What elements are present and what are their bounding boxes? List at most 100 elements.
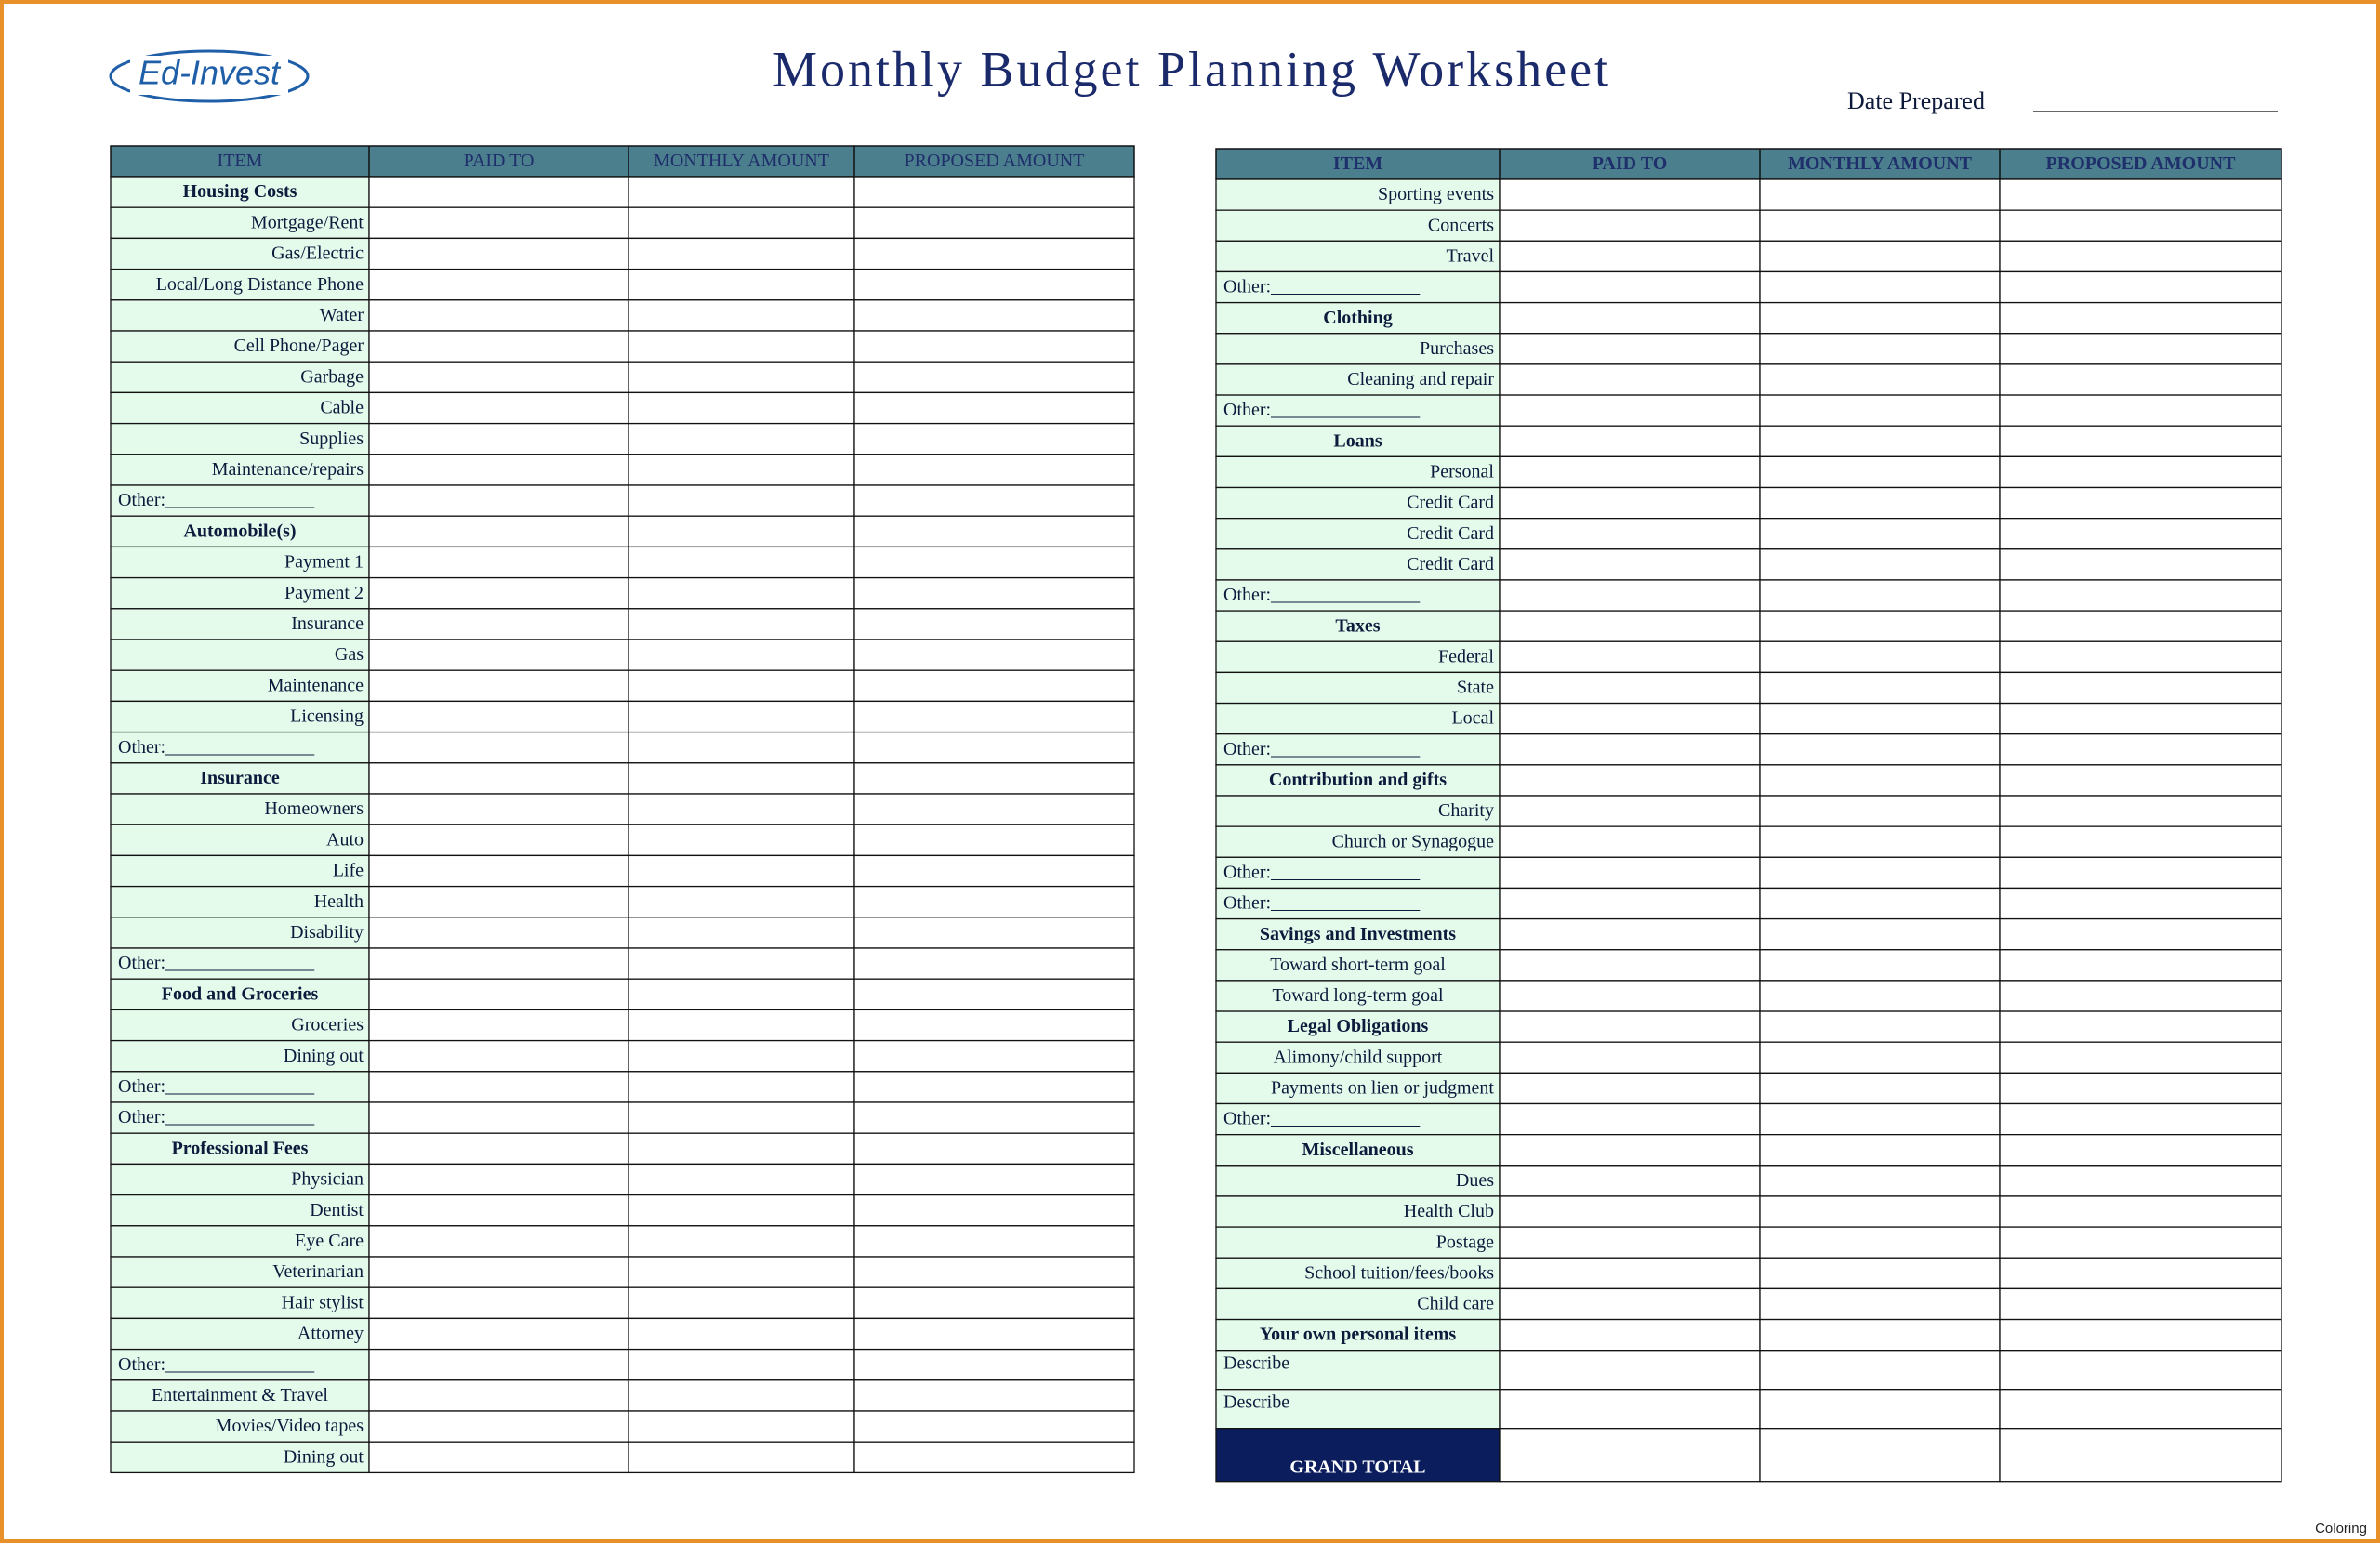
entry-cell xyxy=(1499,1226,1761,1259)
entry-cell xyxy=(628,978,855,1011)
entry-cell xyxy=(1759,1010,2001,1043)
entry-cell xyxy=(1759,825,2001,858)
row-label: GRAND TOTAL xyxy=(1289,1457,1425,1477)
entry-cell xyxy=(1999,1165,2282,1197)
row-label: Travel xyxy=(1447,245,1495,266)
column-header: MONTHLY AMOUNT xyxy=(1788,153,1973,174)
entry-cell xyxy=(628,608,855,640)
item-cell xyxy=(1215,1428,1501,1483)
item-cell xyxy=(1215,856,1501,890)
row-label: Other:________________ xyxy=(1223,1109,1421,1129)
row-label: Other:________________ xyxy=(118,737,315,758)
entry-cell xyxy=(1499,825,1761,858)
entry-cell xyxy=(1499,518,1761,550)
item-cell xyxy=(1215,1195,1501,1228)
entry-cell xyxy=(1759,1102,2001,1136)
entry-cell xyxy=(628,1379,855,1412)
row-label: Clothing xyxy=(1323,308,1392,328)
entry-cell xyxy=(628,1225,855,1258)
column-header: ITEM xyxy=(218,151,263,171)
entry-cell xyxy=(1499,240,1761,273)
entry-cell xyxy=(368,299,629,332)
entry-cell xyxy=(628,917,855,949)
entry-cell xyxy=(628,176,855,208)
entry-cell xyxy=(1499,795,1761,827)
entry-cell xyxy=(368,1071,629,1103)
row-label: Dining out xyxy=(284,1046,364,1066)
row-label: Insurance xyxy=(291,613,364,634)
entry-cell xyxy=(1999,1195,2282,1228)
entry-cell xyxy=(1759,949,2001,982)
tables: ITEM PAID TO MONTHLY AMOUNT PROPOSED AMOUNT… xyxy=(110,145,2282,1483)
entry-cell xyxy=(368,1348,629,1381)
entry-cell xyxy=(1499,425,1761,458)
row-label: Gas xyxy=(335,644,364,665)
entry-cell xyxy=(853,1379,1135,1412)
item-cell xyxy=(110,608,370,640)
entry-cell xyxy=(1759,209,2001,242)
entry-cell xyxy=(628,1101,855,1134)
row-label: Other:________________ xyxy=(118,1076,315,1097)
entry-cell xyxy=(1759,856,2001,890)
item-cell xyxy=(1215,887,1501,920)
row-label: Water xyxy=(320,305,364,325)
entry-cell xyxy=(628,1132,855,1166)
row-label: Your own personal items xyxy=(1260,1325,1457,1345)
row-label: Hair stylist xyxy=(282,1292,364,1312)
entry-cell xyxy=(628,576,855,610)
row-label: Life xyxy=(333,861,364,881)
entry-cell xyxy=(853,885,1135,918)
entry-cell xyxy=(1499,333,1761,365)
entry-cell xyxy=(853,793,1135,825)
entry-cell xyxy=(1999,240,2282,273)
item-cell xyxy=(1215,795,1501,827)
entry-cell xyxy=(853,484,1135,517)
entry-cell xyxy=(853,608,1135,640)
item-cell xyxy=(110,1286,370,1320)
entry-cell xyxy=(1499,1350,1761,1391)
entry-cell xyxy=(628,422,855,455)
entry-cell xyxy=(628,1286,855,1320)
entry-cell xyxy=(1759,1389,2001,1430)
entry-cell xyxy=(368,206,629,240)
entry-cell xyxy=(853,330,1135,363)
entry-cell xyxy=(853,576,1135,610)
entry-cell xyxy=(368,669,629,703)
entry-cell xyxy=(628,1071,855,1103)
entry-cell xyxy=(368,793,629,825)
entry-cell xyxy=(853,1101,1135,1134)
row-label: Housing Costs xyxy=(183,181,298,202)
row-label: Other:________________ xyxy=(118,953,315,973)
entry-cell xyxy=(368,978,629,1011)
item-cell xyxy=(1215,455,1501,489)
entry-cell xyxy=(628,731,855,764)
entry-cell xyxy=(628,454,855,486)
entry-cell xyxy=(1759,1350,2001,1391)
entry-cell xyxy=(1499,702,1761,735)
entry-cell xyxy=(1499,1389,1761,1430)
entry-cell xyxy=(1999,301,2282,335)
entry-cell xyxy=(368,454,629,486)
item-cell xyxy=(1215,270,1501,304)
entry-cell xyxy=(628,1317,855,1351)
row-label: Concerts xyxy=(1428,215,1494,235)
entry-cell xyxy=(628,484,855,517)
row-label: State xyxy=(1457,678,1494,698)
entry-cell xyxy=(368,1163,629,1196)
entry-cell xyxy=(368,330,629,363)
entry-cell xyxy=(1999,702,2282,735)
entry-cell xyxy=(368,1039,629,1073)
logo-swoosh xyxy=(109,49,310,103)
entry-cell xyxy=(628,1348,855,1381)
entry-cell xyxy=(368,917,629,949)
logo-mask xyxy=(130,56,288,95)
entry-cell xyxy=(1999,486,2282,520)
entry-cell xyxy=(853,361,1135,394)
entry-cell xyxy=(628,206,855,240)
row-label: Other:________________ xyxy=(1223,400,1421,420)
entry-cell xyxy=(1999,1257,2282,1290)
item-cell xyxy=(1215,1102,1501,1136)
entry-cell xyxy=(628,762,855,795)
entry-cell xyxy=(1999,825,2282,858)
